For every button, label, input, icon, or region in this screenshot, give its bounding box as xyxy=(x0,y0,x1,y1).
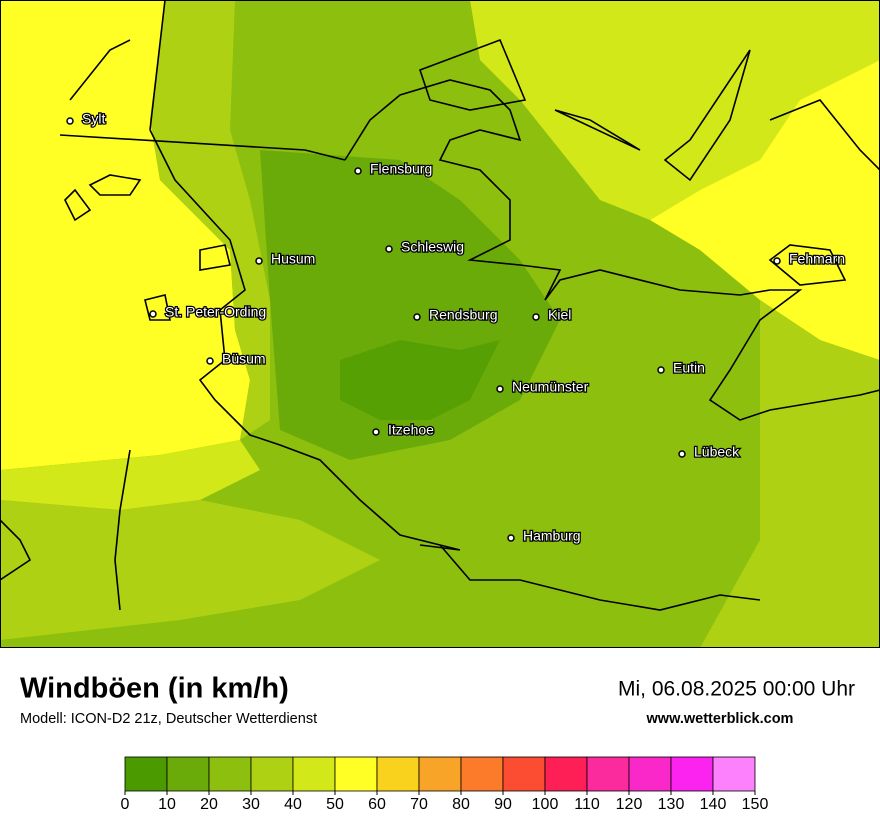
city-label: Lübeck xyxy=(694,444,740,460)
city-dot xyxy=(413,313,421,321)
tick-label: 30 xyxy=(242,796,260,813)
city-dot xyxy=(532,313,540,321)
city-dot xyxy=(372,428,380,436)
tick-label: 0 xyxy=(121,796,130,813)
tick-label: 130 xyxy=(658,796,685,813)
tick-label: 140 xyxy=(700,796,727,813)
color-bin xyxy=(628,756,672,792)
tick-label: 100 xyxy=(532,796,559,813)
city-label: Eutin xyxy=(673,360,705,376)
city-dot xyxy=(149,310,157,318)
map xyxy=(0,0,880,648)
tick-label: 110 xyxy=(574,796,600,813)
subtitle: Modell: ICON-D2 21z, Deutscher Wetterdie… xyxy=(20,711,317,727)
color-bin xyxy=(418,756,462,792)
color-bin xyxy=(166,756,210,792)
datetime: Mi, 06.08.2025 00:00 Uhr xyxy=(618,678,855,701)
title: Windböen (in km/h) xyxy=(20,673,289,705)
colorbar: 0 10 20 30 40 50 60 70 80 90 100 110 120 130 140 150 xyxy=(121,756,769,813)
color-bin xyxy=(544,756,588,792)
tick-label: 120 xyxy=(616,796,643,813)
city-label: Rendsburg xyxy=(429,307,498,323)
tick-label: 40 xyxy=(284,796,302,813)
city-dot xyxy=(385,245,393,253)
color-bin xyxy=(586,756,630,792)
tick-label: 80 xyxy=(452,796,470,813)
tick-label: 70 xyxy=(410,796,428,813)
color-bin xyxy=(376,756,420,792)
color-bin xyxy=(460,756,504,792)
city-label: Schleswig xyxy=(401,239,464,255)
city-dot xyxy=(678,450,686,458)
city-dot xyxy=(657,366,665,374)
city-dot xyxy=(354,167,362,175)
city-labels: Sylt Flensburg Schleswig Husum Fehmarn S… xyxy=(81,109,847,545)
tick-label: 60 xyxy=(368,796,386,813)
color-bin xyxy=(250,756,294,792)
city-label: St. Peter-Ording xyxy=(165,304,266,320)
city-label: Flensburg xyxy=(370,161,432,177)
tick-label: 50 xyxy=(326,796,344,813)
city-label: Fehmarn xyxy=(789,251,845,267)
color-bin xyxy=(208,756,252,792)
tick-label: 90 xyxy=(494,796,512,813)
city-label: Hamburg xyxy=(523,528,581,544)
city-dot xyxy=(255,257,263,265)
city-dot xyxy=(66,117,74,125)
city-label: Itzehoe xyxy=(388,422,434,438)
tick-label: 20 xyxy=(200,796,218,813)
city-dot xyxy=(507,534,515,542)
color-bin xyxy=(670,756,714,792)
city-label: Neumünster xyxy=(512,379,589,395)
tick-label: 150 xyxy=(742,796,769,813)
city-markers xyxy=(66,117,781,542)
color-bin xyxy=(502,756,546,792)
color-bin xyxy=(334,756,378,792)
city-label: Büsum xyxy=(222,351,266,367)
source-url: www.wetterblick.com xyxy=(646,711,794,727)
city-label: Sylt xyxy=(82,111,105,127)
color-bin xyxy=(124,756,168,792)
city-dot xyxy=(773,257,781,265)
city-dot xyxy=(206,357,214,365)
city-dot xyxy=(496,385,504,393)
color-bin xyxy=(712,756,756,792)
city-label: Husum xyxy=(271,251,315,267)
city-label: Kiel xyxy=(548,307,571,323)
tick-label: 10 xyxy=(158,796,176,813)
color-bin xyxy=(292,756,336,792)
